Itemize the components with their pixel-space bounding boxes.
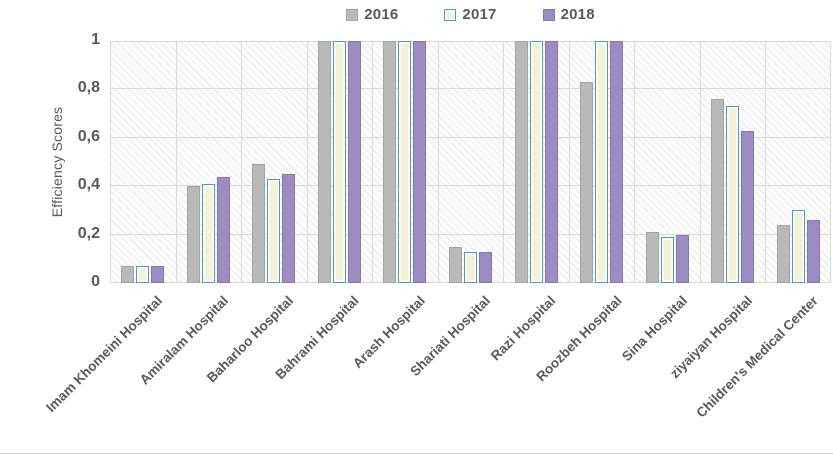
y-tick-label: 0,8 <box>77 79 100 97</box>
bar-2017-6 <box>464 251 477 283</box>
bar-2017-2 <box>201 183 215 283</box>
h-gridline <box>110 41 831 42</box>
v-gridline <box>765 41 766 283</box>
bar-2018-9 <box>675 234 689 283</box>
legend-item-2016[interactable]: 2016 <box>346 6 398 23</box>
x-category-label: Razi Hospital <box>488 293 559 364</box>
legend-label: 2016 <box>364 6 399 23</box>
v-gridline <box>830 41 831 283</box>
legend-item-2017[interactable]: 2017 <box>444 6 496 23</box>
v-gridline <box>307 41 308 283</box>
legend-swatch-icon <box>444 8 457 21</box>
y-axis-title: Efficiency Scores <box>49 106 65 218</box>
bar-2016-4 <box>317 41 331 283</box>
bar-2017-9 <box>660 237 674 283</box>
v-gridline <box>503 41 504 283</box>
bar-2017-8 <box>595 41 609 283</box>
bar-2018-5 <box>413 41 427 283</box>
bar-2018-4 <box>347 41 361 283</box>
h-gridline <box>110 136 831 138</box>
bar-2016-3 <box>252 164 266 283</box>
bar-2018-11 <box>806 220 820 283</box>
bar-2016-2 <box>186 186 200 283</box>
y-tick-label: 0,6 <box>77 127 100 145</box>
y-tick-label: 0,4 <box>77 176 100 194</box>
bar-2016-8 <box>580 82 594 283</box>
h-gridline <box>110 233 831 235</box>
bar-2016-11 <box>776 224 790 283</box>
y-tick-label: 0,2 <box>77 224 100 242</box>
x-category-label: Sina Hospital <box>618 293 690 365</box>
v-gridline <box>241 41 242 283</box>
bar-2018-7 <box>544 41 558 283</box>
bar-2018-1 <box>151 266 165 283</box>
bar-2017-3 <box>267 178 281 283</box>
legend-item-2018[interactable]: 2018 <box>542 6 595 23</box>
bar-2017-7 <box>529 41 543 283</box>
v-gridline <box>372 41 373 283</box>
bar-2017-4 <box>332 41 346 283</box>
bar-2018-6 <box>479 251 492 283</box>
v-gridline <box>634 41 635 283</box>
bar-2018-2 <box>216 176 230 283</box>
bar-2018-8 <box>610 41 624 283</box>
plot-area <box>110 41 831 283</box>
bar-2018-3 <box>282 174 296 283</box>
bar-2017-11 <box>791 210 805 283</box>
chart-bottom-border <box>0 453 833 454</box>
h-gridline <box>110 88 831 90</box>
bar-2018-10 <box>741 130 755 283</box>
bar-2016-10 <box>711 99 725 283</box>
v-gridline <box>110 41 111 283</box>
x-category-label: Imam Khomeini Hospital <box>43 293 166 415</box>
bar-2016-9 <box>645 232 659 283</box>
legend-swatch-icon <box>542 8 555 21</box>
v-gridline <box>438 41 439 283</box>
x-category-label: Children's Medical Center <box>693 293 821 421</box>
v-gridline <box>700 41 701 283</box>
legend-swatch-icon <box>346 8 359 21</box>
bar-2016-6 <box>449 246 462 283</box>
bar-2017-5 <box>398 41 412 283</box>
bar-2016-7 <box>514 41 528 283</box>
y-tick-label: 1 <box>91 31 100 48</box>
bar-2017-1 <box>136 266 150 283</box>
bar-2016-5 <box>383 41 397 283</box>
legend-label: 2018 <box>560 6 595 23</box>
bar-2016-1 <box>121 266 135 283</box>
chart-legend: 2016 2017 2018 <box>110 6 831 23</box>
v-gridline <box>176 41 177 283</box>
legend-label: 2017 <box>462 6 497 23</box>
y-tick-label: 0 <box>91 273 100 290</box>
v-gridline <box>569 41 570 283</box>
h-gridline <box>110 185 831 187</box>
bar-2017-10 <box>726 106 740 283</box>
